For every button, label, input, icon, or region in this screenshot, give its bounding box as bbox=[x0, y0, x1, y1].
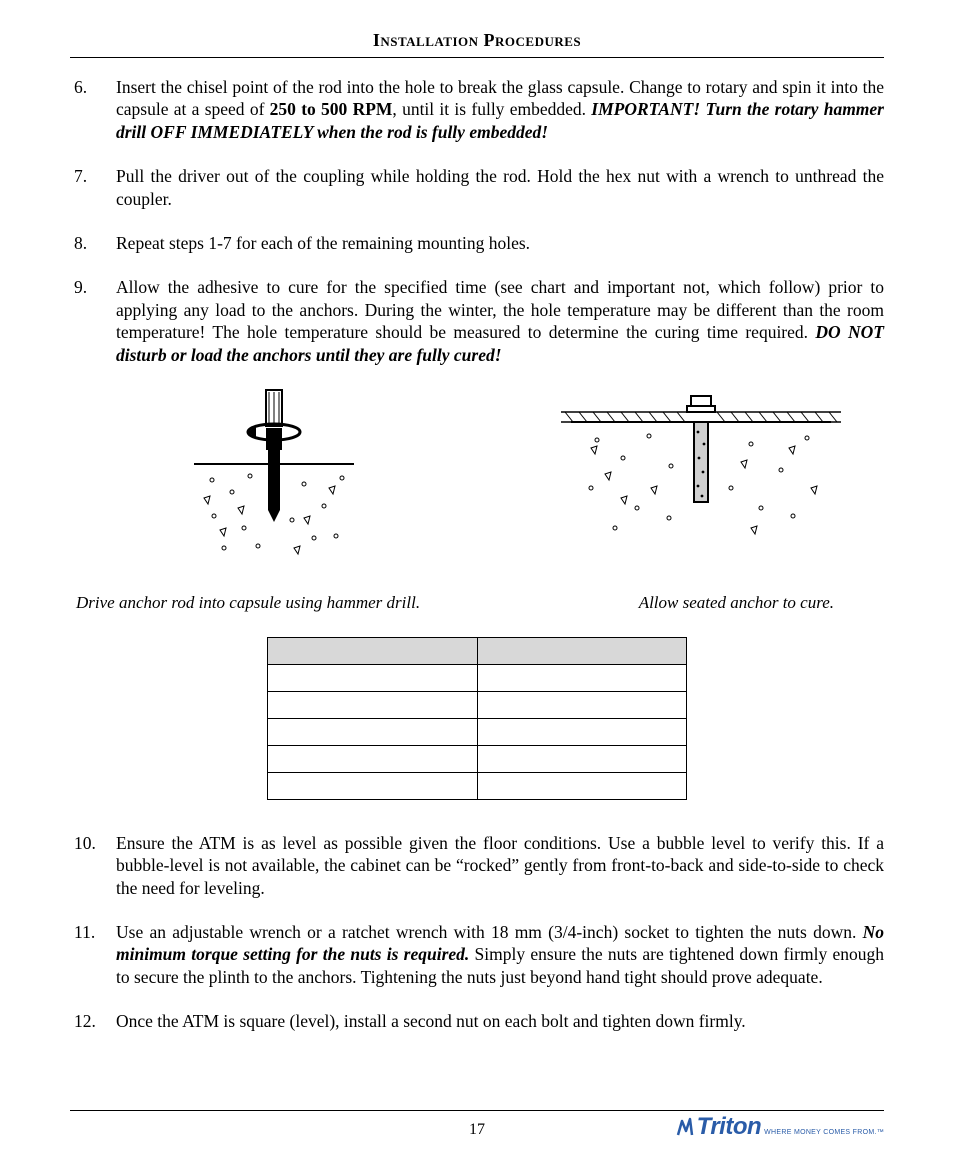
step-11: Use an adjustable wrench or a ratchet wr… bbox=[70, 921, 884, 988]
page-footer: 17 Triton Where money comes from.™ bbox=[70, 1110, 884, 1145]
caption-left: Drive anchor rod into capsule using hamm… bbox=[70, 593, 455, 613]
brand-name: Triton bbox=[697, 1113, 762, 1141]
procedure-list-continued: Ensure the ATM is as level as possible g… bbox=[70, 832, 884, 1033]
figure-row bbox=[70, 388, 884, 583]
table-cell bbox=[477, 772, 687, 799]
figure-captions: Drive anchor rod into capsule using hamm… bbox=[70, 593, 884, 613]
cure-time-table bbox=[267, 637, 687, 800]
table-cell bbox=[268, 664, 478, 691]
step-text: Use an adjustable wrench or a ratchet wr… bbox=[116, 922, 863, 942]
brand-logo: Triton Where money comes from.™ bbox=[676, 1113, 884, 1141]
brand-tagline: Where money comes from.™ bbox=[764, 1129, 884, 1136]
table-cell bbox=[477, 664, 687, 691]
step-text: , until it is fully embedded. bbox=[392, 99, 591, 119]
step-8: Repeat steps 1-7 for each of the remaini… bbox=[70, 232, 884, 254]
triton-logo-icon bbox=[676, 1117, 694, 1137]
table-cell bbox=[268, 691, 478, 718]
step-7: Pull the driver out of the coupling whil… bbox=[70, 165, 884, 210]
figure-drive-anchor bbox=[144, 388, 404, 583]
step-text: Allow the adhesive to cure for the speci… bbox=[116, 277, 884, 342]
drive-anchor-icon bbox=[154, 388, 394, 578]
step-text: Once the ATM is square (level), install … bbox=[116, 1011, 746, 1031]
table-cell bbox=[477, 718, 687, 745]
table-cell bbox=[268, 772, 478, 799]
table-cell bbox=[268, 745, 478, 772]
document-page: Installation Procedures Insert the chise… bbox=[0, 0, 954, 1159]
page-number: 17 bbox=[469, 1121, 485, 1139]
table-row bbox=[268, 772, 687, 799]
step-12: Once the ATM is square (level), install … bbox=[70, 1010, 884, 1032]
table-cell bbox=[477, 691, 687, 718]
cure-anchor-icon bbox=[551, 388, 851, 578]
step-text: Ensure the ATM is as level as possible g… bbox=[116, 833, 884, 898]
step-6: Insert the chisel point of the rod into … bbox=[70, 76, 884, 143]
table-header bbox=[477, 637, 687, 664]
step-text: Pull the driver out of the coupling whil… bbox=[116, 166, 884, 208]
procedure-list: Insert the chisel point of the rod into … bbox=[70, 76, 884, 366]
footer-rule bbox=[70, 1110, 884, 1111]
section-title: Installation Procedures bbox=[70, 30, 884, 51]
header-rule bbox=[70, 57, 884, 58]
step-9: Allow the adhesive to cure for the speci… bbox=[70, 276, 884, 366]
step-emphasis: 250 to 500 RPM bbox=[270, 99, 393, 119]
table-row bbox=[268, 664, 687, 691]
step-10: Ensure the ATM is as level as possible g… bbox=[70, 832, 884, 899]
caption-right: Allow seated anchor to cure. bbox=[455, 593, 884, 613]
table-row bbox=[268, 745, 687, 772]
table-cell bbox=[268, 718, 478, 745]
table-header bbox=[268, 637, 478, 664]
step-text: Repeat steps 1-7 for each of the remaini… bbox=[116, 233, 530, 253]
table-row bbox=[268, 691, 687, 718]
figure-cure-anchor bbox=[551, 388, 811, 583]
table-row bbox=[268, 718, 687, 745]
table-cell bbox=[477, 745, 687, 772]
